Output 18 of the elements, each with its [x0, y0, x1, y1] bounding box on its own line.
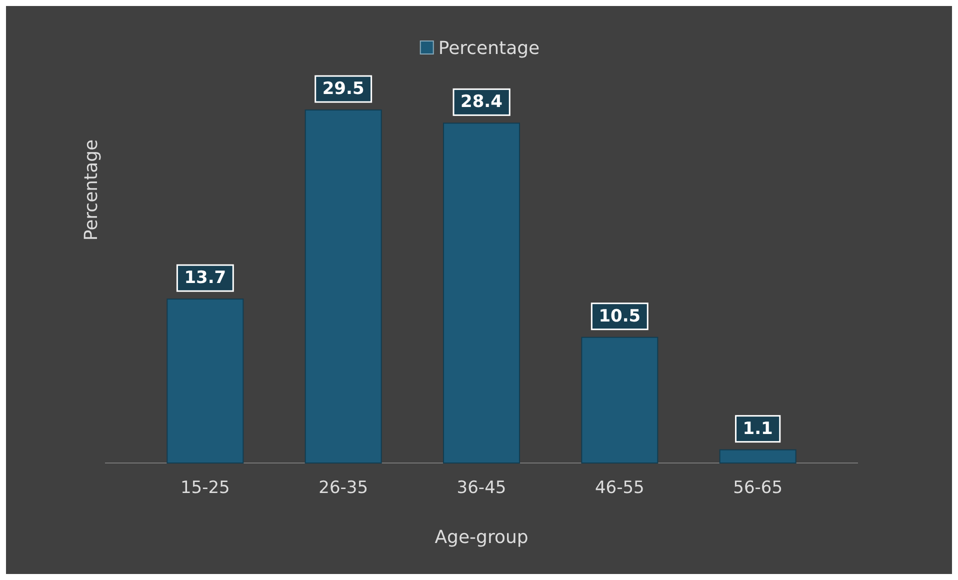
x-tick-label: 36-45 [456, 478, 506, 498]
bar [443, 122, 520, 464]
bar [581, 336, 658, 464]
x-tick-label: 15-25 [180, 478, 230, 498]
bar [304, 110, 382, 464]
data-label: 13.7 [184, 268, 226, 288]
x-tick-label: 26-35 [318, 478, 368, 498]
x-tick-label: 46-55 [594, 478, 644, 498]
data-label: 29.5 [322, 79, 364, 99]
bar [719, 449, 796, 464]
legend-label: Percentage [438, 38, 540, 59]
x-tick-label: 56-65 [733, 478, 783, 498]
y-axis-title: Percentage [81, 139, 102, 241]
x-axis-title: Age-group [434, 527, 528, 548]
bar [166, 298, 244, 464]
data-label: 28.4 [460, 92, 503, 112]
data-label: 10.5 [598, 306, 641, 326]
data-label: 1.1 [742, 418, 773, 439]
